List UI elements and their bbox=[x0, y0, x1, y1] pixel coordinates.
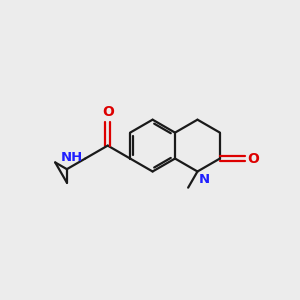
Text: O: O bbox=[247, 152, 259, 166]
Text: NH: NH bbox=[61, 151, 83, 164]
Text: O: O bbox=[102, 105, 114, 119]
Text: N: N bbox=[199, 173, 210, 186]
